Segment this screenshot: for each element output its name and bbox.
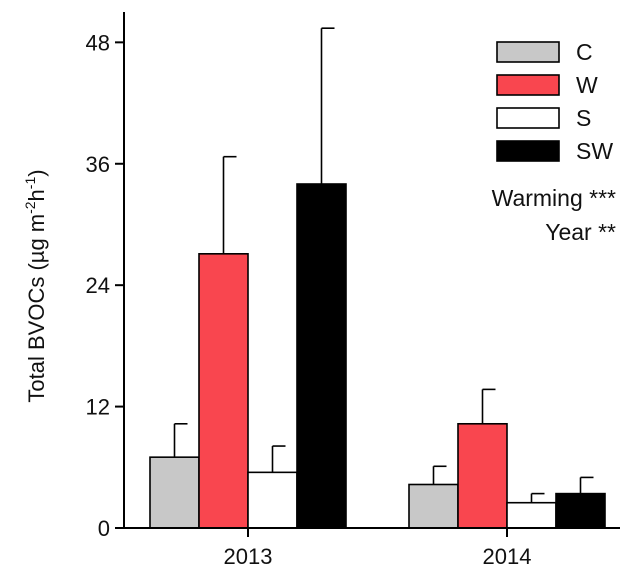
y-axis-title-exp2: -1 (22, 177, 38, 190)
x-tick-label-2013: 2013 (224, 544, 273, 569)
y-tick-label: 24 (86, 273, 110, 298)
bars-layer (149, 183, 606, 529)
y-tick-label: 0 (98, 516, 110, 541)
bar-c-2013 (149, 456, 200, 529)
annotation-year: Year ** (545, 219, 616, 245)
x-tick-label-2014: 2014 (483, 544, 532, 569)
y-tick-label: 12 (86, 395, 110, 420)
bar-w-2014 (457, 422, 508, 529)
annotation-warming: Warming *** (492, 185, 616, 211)
y-axis-title-mid: h (24, 189, 49, 201)
y-ticks-layer: 0 12 24 36 48 (86, 30, 124, 541)
legend-label-s: S (576, 105, 591, 131)
legend-swatch-c (496, 41, 560, 63)
bar-sw-2013 (296, 183, 347, 529)
legend-label-sw: SW (576, 138, 613, 164)
y-axis-title-exp1: -2 (22, 201, 38, 214)
bar-sw-2014 (555, 492, 606, 529)
legend-swatch-sw (496, 140, 560, 162)
legend: CWS SW (496, 39, 613, 164)
y-axis-title-end: ) (24, 169, 49, 176)
axes-layer (123, 12, 620, 529)
x-ticks-layer: 2013 2014 (224, 528, 532, 569)
legend-swatch-w (496, 74, 560, 96)
y-axis-title-main: Total BVOCs (µg m (24, 214, 49, 403)
legend-swatch-s (496, 107, 560, 129)
error-bars-layer (173, 27, 594, 503)
y-tick-label: 36 (86, 152, 110, 177)
y-tick-label: 48 (86, 30, 110, 55)
bar-w-2013 (198, 253, 249, 529)
legend-label-w: W (576, 72, 598, 98)
bar-s-2013 (247, 471, 298, 529)
bar-s-2014 (506, 501, 557, 529)
y-axis-title: Total BVOCs (µg m-2h-1) (22, 169, 49, 402)
bar-c-2014 (408, 483, 459, 529)
legend-label-c: C (576, 39, 593, 65)
